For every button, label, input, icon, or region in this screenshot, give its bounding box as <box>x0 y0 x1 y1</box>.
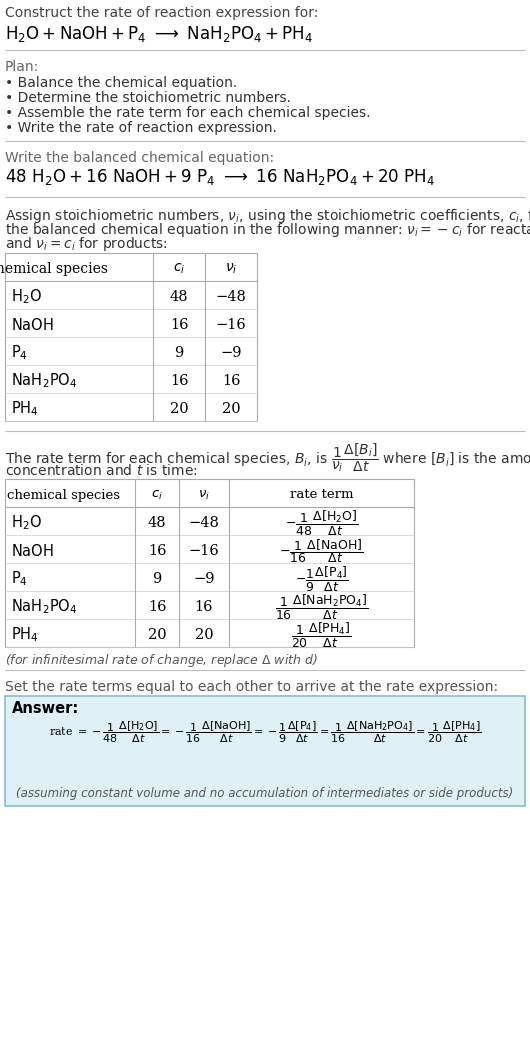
Text: $\mathrm{NaOH}$: $\mathrm{NaOH}$ <box>11 543 54 559</box>
Text: −9: −9 <box>220 346 242 360</box>
Text: 16: 16 <box>222 374 240 388</box>
Text: $\mathrm{NaH_2PO_4}$: $\mathrm{NaH_2PO_4}$ <box>11 372 77 390</box>
Text: (assuming constant volume and no accumulation of intermediates or side products): (assuming constant volume and no accumul… <box>16 787 514 800</box>
Text: 48: 48 <box>170 290 188 304</box>
Text: 16: 16 <box>170 318 188 332</box>
Text: −16: −16 <box>189 544 219 557</box>
Text: −48: −48 <box>189 516 219 530</box>
Text: 16: 16 <box>170 374 188 388</box>
Text: Set the rate terms equal to each other to arrive at the rate expression:: Set the rate terms equal to each other t… <box>5 680 498 694</box>
Text: Write the balanced chemical equation:: Write the balanced chemical equation: <box>5 151 274 165</box>
Text: $\mathrm{NaOH}$: $\mathrm{NaOH}$ <box>11 317 54 333</box>
Text: $c_i$: $c_i$ <box>151 489 163 501</box>
Text: $\mathrm{PH_4}$: $\mathrm{PH_4}$ <box>11 400 39 419</box>
Text: $\mathrm{P_4}$: $\mathrm{P_4}$ <box>11 570 28 589</box>
Text: the balanced chemical equation in the following manner: $\nu_i = -c_i$ for react: the balanced chemical equation in the fo… <box>5 221 530 239</box>
Text: chemical species: chemical species <box>0 262 108 276</box>
Text: 9: 9 <box>174 346 183 360</box>
Text: (for infinitesimal rate of change, replace $\Delta$ with $d$): (for infinitesimal rate of change, repla… <box>5 652 318 669</box>
Bar <box>5 696 525 806</box>
Text: 16: 16 <box>148 544 166 557</box>
Text: • Assemble the rate term for each chemical species.: • Assemble the rate term for each chemic… <box>5 106 370 120</box>
Text: 16: 16 <box>195 600 213 614</box>
Text: rate term: rate term <box>290 489 354 501</box>
Text: 16: 16 <box>148 600 166 614</box>
Text: 20: 20 <box>222 402 240 416</box>
Text: −9: −9 <box>193 572 215 586</box>
Text: 20: 20 <box>195 628 213 642</box>
Text: 48: 48 <box>148 516 166 530</box>
Text: −48: −48 <box>216 290 246 304</box>
Bar <box>5 479 414 647</box>
Text: $\mathrm{H_2O}$: $\mathrm{H_2O}$ <box>11 514 42 532</box>
Text: $\dfrac{1}{20}\dfrac{\Delta[\mathrm{PH_4}]}{\Delta t}$: $\dfrac{1}{20}\dfrac{\Delta[\mathrm{PH_4… <box>291 620 352 649</box>
Text: $\mathrm{PH_4}$: $\mathrm{PH_4}$ <box>11 625 39 644</box>
Text: −16: −16 <box>216 318 246 332</box>
Text: 20: 20 <box>148 628 166 642</box>
Text: $\mathrm{P_4}$: $\mathrm{P_4}$ <box>11 343 28 362</box>
Text: $\nu_i$: $\nu_i$ <box>225 262 237 277</box>
Text: $c_i$: $c_i$ <box>173 262 185 277</box>
Text: $-\dfrac{1}{16}\dfrac{\Delta[\mathrm{NaOH}]}{\Delta t}$: $-\dfrac{1}{16}\dfrac{\Delta[\mathrm{NaO… <box>279 537 364 565</box>
Text: $\mathrm{H_2O + NaOH + P_4 \ \longrightarrow \ NaH_2PO_4 + PH_4}$: $\mathrm{H_2O + NaOH + P_4 \ \longrighta… <box>5 24 313 44</box>
Text: chemical species: chemical species <box>7 489 120 501</box>
Text: • Balance the chemical equation.: • Balance the chemical equation. <box>5 76 237 90</box>
Text: 20: 20 <box>170 402 188 416</box>
Text: • Determine the stoichiometric numbers.: • Determine the stoichiometric numbers. <box>5 91 291 105</box>
Text: concentration and $t$ is time:: concentration and $t$ is time: <box>5 462 198 478</box>
Bar <box>5 253 257 421</box>
Text: Construct the rate of reaction expression for:: Construct the rate of reaction expressio… <box>5 6 319 20</box>
Text: The rate term for each chemical species, $B_i$, is $\dfrac{1}{\nu_i}\dfrac{\Delt: The rate term for each chemical species,… <box>5 441 530 474</box>
Text: $\nu_i$: $\nu_i$ <box>198 489 210 501</box>
Text: Answer:: Answer: <box>12 701 80 716</box>
Text: $\dfrac{1}{16}\dfrac{\Delta[\mathrm{NaH_2PO_4}]}{\Delta t}$: $\dfrac{1}{16}\dfrac{\Delta[\mathrm{NaH_… <box>275 593 368 621</box>
Text: $\mathrm{H_2O}$: $\mathrm{H_2O}$ <box>11 288 42 306</box>
Text: $-\dfrac{1}{48}\dfrac{\Delta[\mathrm{H_2O}]}{\Delta t}$: $-\dfrac{1}{48}\dfrac{\Delta[\mathrm{H_2… <box>285 508 358 538</box>
Text: and $\nu_i = c_i$ for products:: and $\nu_i = c_i$ for products: <box>5 235 168 253</box>
Text: $-\dfrac{1}{9}\dfrac{\Delta[\mathrm{P_4}]}{\Delta t}$: $-\dfrac{1}{9}\dfrac{\Delta[\mathrm{P_4}… <box>295 565 348 593</box>
Text: $\mathrm{NaH_2PO_4}$: $\mathrm{NaH_2PO_4}$ <box>11 597 77 616</box>
Text: • Write the rate of reaction expression.: • Write the rate of reaction expression. <box>5 121 277 135</box>
Text: 9: 9 <box>153 572 162 586</box>
Text: rate $= -\dfrac{1}{48}\dfrac{\Delta[\mathrm{H_2O}]}{\Delta t}= -\dfrac{1}{16}\df: rate $= -\dfrac{1}{48}\dfrac{\Delta[\mat… <box>49 720 481 745</box>
Text: $\mathrm{48\ H_2O + 16\ NaOH + 9\ P_4 \ \longrightarrow \ 16\ NaH_2PO_4 + 20\ PH: $\mathrm{48\ H_2O + 16\ NaOH + 9\ P_4 \ … <box>5 167 435 187</box>
Text: Assign stoichiometric numbers, $\nu_i$, using the stoichiometric coefficients, $: Assign stoichiometric numbers, $\nu_i$, … <box>5 207 530 226</box>
Text: Plan:: Plan: <box>5 60 39 74</box>
